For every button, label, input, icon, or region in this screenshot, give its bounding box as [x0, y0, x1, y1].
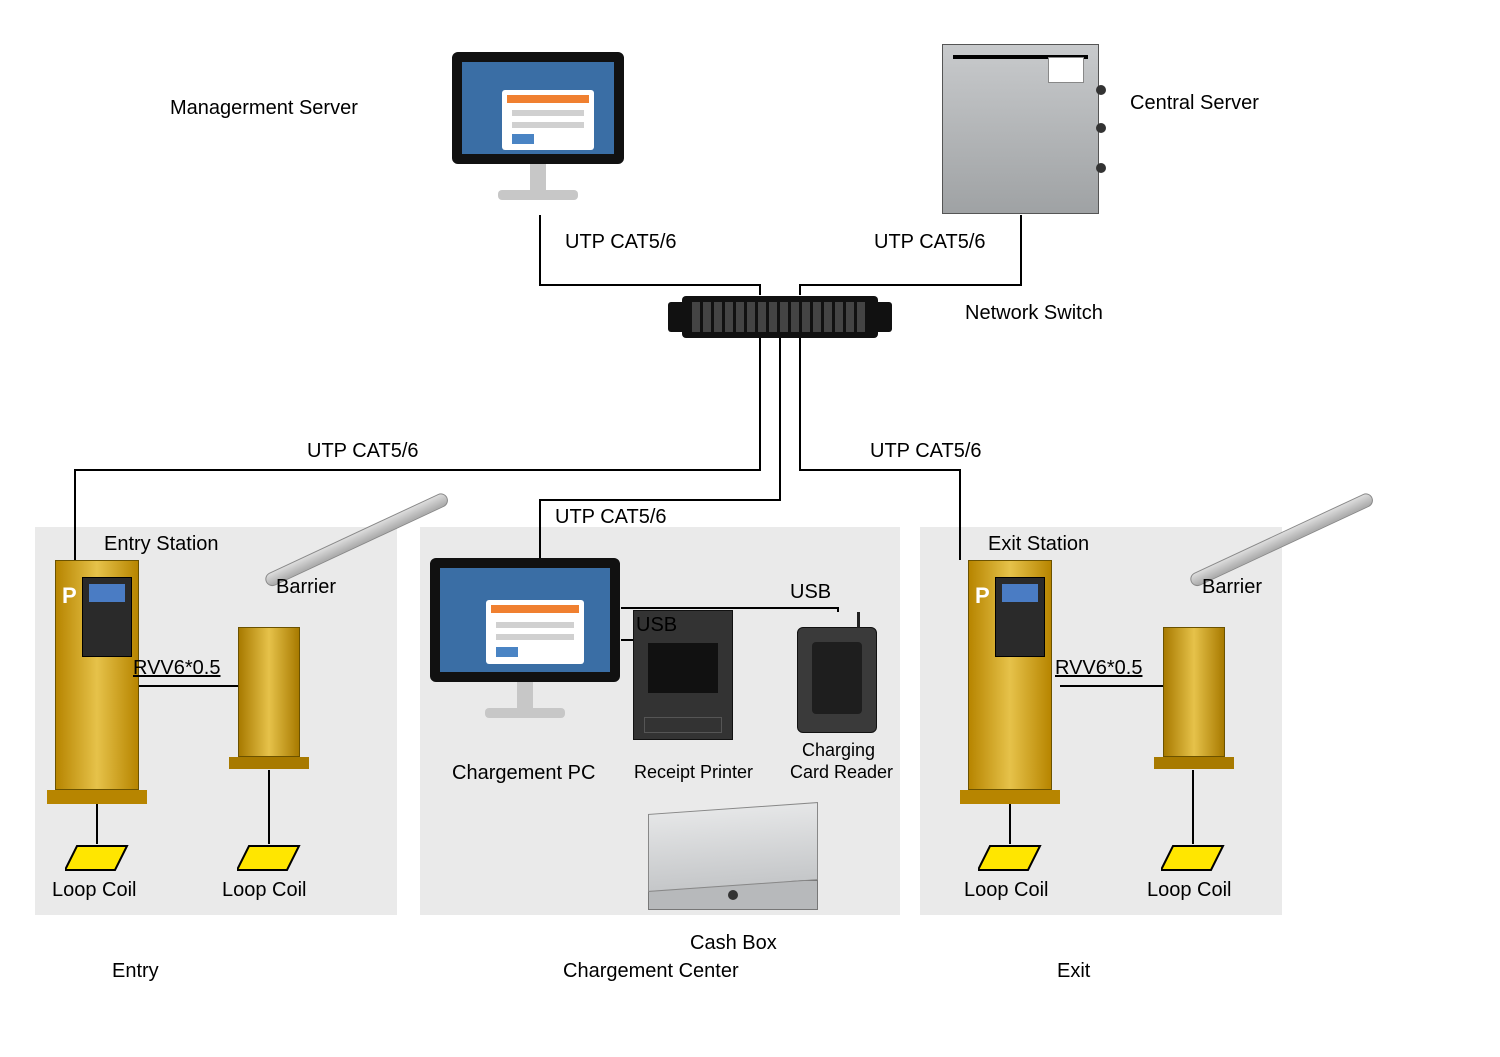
chargement-pc-label: Chargement PC: [452, 762, 595, 785]
zone-exit-label: Exit: [1057, 960, 1090, 983]
management-server-icon: [452, 52, 624, 200]
loop-coil-icon: [237, 844, 301, 872]
card-reader-icon: [797, 627, 877, 733]
cash-box-label: Cash Box: [690, 932, 777, 955]
central-server-icon: [942, 44, 1099, 214]
utp-label: UTP CAT5/6: [555, 506, 667, 529]
usb-label: USB: [636, 614, 677, 637]
utp-label: UTP CAT5/6: [874, 231, 986, 254]
network-switch-icon: [682, 296, 878, 338]
cash-box-icon: [648, 808, 818, 910]
loop-coil-icon: [65, 844, 129, 872]
utp-label: UTP CAT5/6: [565, 231, 677, 254]
loop-coil-icon: [978, 844, 1042, 872]
rvv-label: RVV6*0.5: [1055, 657, 1142, 680]
zone-center-label: Chargement Center: [563, 960, 739, 983]
rvv-label: RVV6*0.5: [133, 657, 220, 680]
central-server-label: Central Server: [1130, 92, 1259, 115]
loop-coil-label: Loop Coil: [222, 879, 307, 902]
entry-barrier-icon: [238, 627, 309, 769]
loop-coil-label: Loop Coil: [964, 879, 1049, 902]
entry-station-icon: P: [55, 560, 147, 804]
entry-barrier-label: Barrier: [276, 576, 336, 599]
exit-barrier-label: Barrier: [1202, 576, 1262, 599]
exit-station-icon: P: [968, 560, 1060, 804]
card-reader-label-1: Charging: [802, 740, 875, 761]
exit-barrier-icon: [1163, 627, 1234, 769]
utp-label: UTP CAT5/6: [307, 440, 419, 463]
exit-station-label: Exit Station: [988, 533, 1089, 556]
card-reader-label-2: Card Reader: [790, 762, 893, 783]
network-switch-label: Network Switch: [965, 302, 1103, 325]
loop-coil-label: Loop Coil: [52, 879, 137, 902]
management-server-label: Managerment Server: [170, 97, 358, 120]
loop-coil-label: Loop Coil: [1147, 879, 1232, 902]
usb-label: USB: [790, 581, 831, 604]
loop-coil-icon: [1161, 844, 1225, 872]
receipt-printer-label: Receipt Printer: [634, 762, 753, 783]
zone-entry-label: Entry: [112, 960, 159, 983]
utp-label: UTP CAT5/6: [870, 440, 982, 463]
chargement-pc-icon: [430, 558, 620, 718]
entry-station-label: Entry Station: [104, 533, 219, 556]
